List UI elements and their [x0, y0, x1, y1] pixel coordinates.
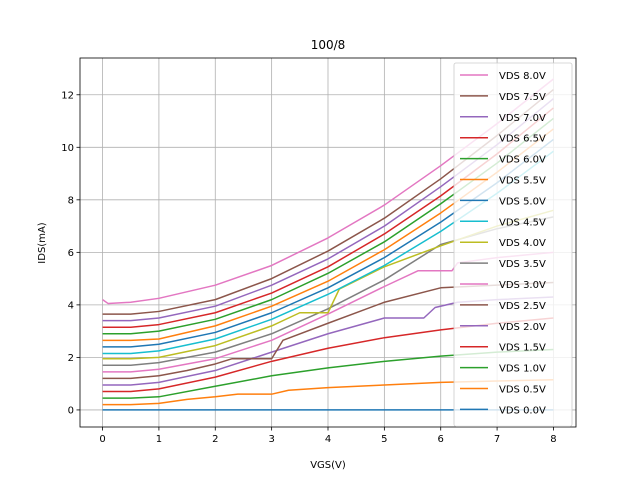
series-line: [102, 281, 554, 380]
y-tick-label: 10: [61, 143, 74, 154]
legend-entry: VDS 4.5V: [499, 217, 546, 228]
y-tick-label: 4: [68, 300, 74, 311]
legend-entry: VDS 5.0V: [499, 196, 546, 207]
x-tick-label: 5: [381, 434, 387, 445]
y-tick-label: 6: [68, 248, 74, 259]
y-tick-label: 2: [68, 353, 74, 364]
legend-entry: VDS 0.0V: [499, 405, 546, 416]
legend-entry: VDS 3.0V: [499, 280, 546, 291]
x-tick-label: 3: [268, 434, 274, 445]
legend-entry: VDS 0.5V: [499, 385, 546, 396]
x-tick-label: 7: [494, 434, 500, 445]
legend: VDS 8.0V VDS 7.5V VDS 7.0V VDS 6.5V VDS 6.0V…: [453, 62, 573, 427]
legend-entry: VDS 6.5V: [499, 134, 546, 145]
y-tick-label: 8: [68, 195, 74, 206]
legend-entry: VDS 5.5V: [499, 176, 546, 187]
x-tick-label: 8: [550, 434, 556, 445]
legend-entry: VDS 7.0V: [499, 113, 546, 124]
x-tick-label: 2: [212, 434, 218, 445]
legend-entry: VDS 2.0V: [499, 322, 546, 333]
legend-entry: VDS 1.0V: [499, 364, 546, 375]
chart-title: 100/8: [311, 38, 346, 52]
x-axis-label: VGS(V): [310, 460, 346, 471]
x-tick-label: 6: [438, 434, 444, 445]
x-axis: 0 1 2 3 4 5 6 7 8: [99, 427, 557, 445]
x-tick-label: 0: [99, 434, 105, 445]
legend-entry: VDS 2.5V: [499, 301, 546, 312]
x-tick-label: 1: [156, 434, 162, 445]
legend-entry: VDS 6.0V: [499, 155, 546, 166]
legend-entry: VDS 4.0V: [499, 238, 546, 249]
legend-box: [453, 62, 573, 427]
y-tick-label: 12: [61, 90, 74, 101]
series-line: [102, 209, 554, 360]
y-axis: 0 2 4 6 8 10 12: [61, 90, 80, 416]
x-tick-label: 4: [325, 434, 331, 445]
legend-entry: VDS 3.5V: [499, 259, 546, 270]
y-axis-label: IDS(mA): [37, 222, 48, 263]
series-line: [102, 378, 554, 406]
legend-entry: VDS 7.5V: [499, 92, 546, 103]
legend-entry: VDS 1.5V: [499, 343, 546, 354]
y-tick-label: 0: [68, 405, 74, 416]
legend-entry: VDS 8.0V: [499, 71, 546, 82]
